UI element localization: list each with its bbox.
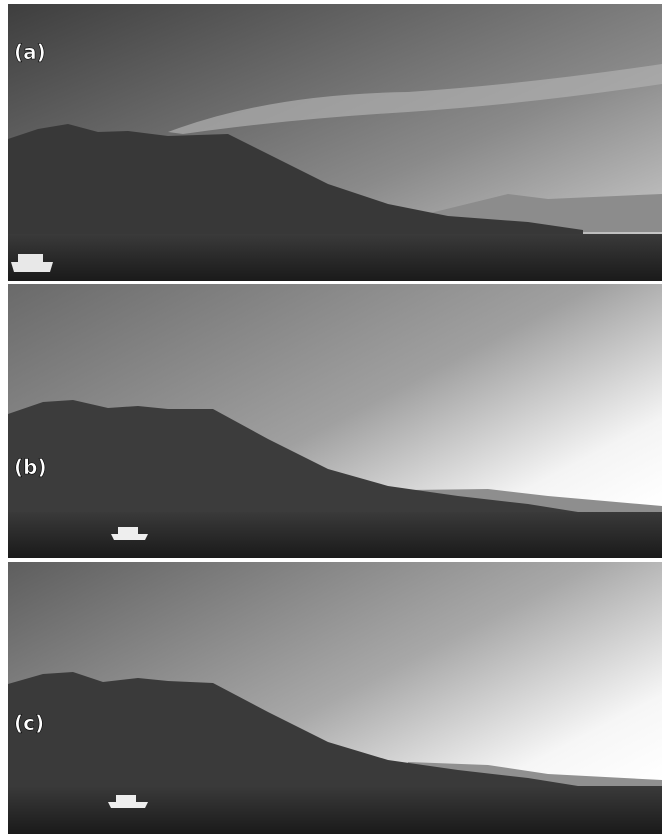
panel-c: (c) <box>8 562 662 834</box>
panel-a: (a) <box>8 4 662 281</box>
sea <box>8 234 662 281</box>
panel-label: (a) <box>14 40 46 64</box>
panel-b: (b) <box>8 284 662 558</box>
sea <box>8 512 662 558</box>
sea <box>8 786 662 834</box>
panel-label: (c) <box>14 711 44 735</box>
figure: (a) (b) (c) <box>0 0 664 834</box>
panel-label: (b) <box>14 455 47 479</box>
